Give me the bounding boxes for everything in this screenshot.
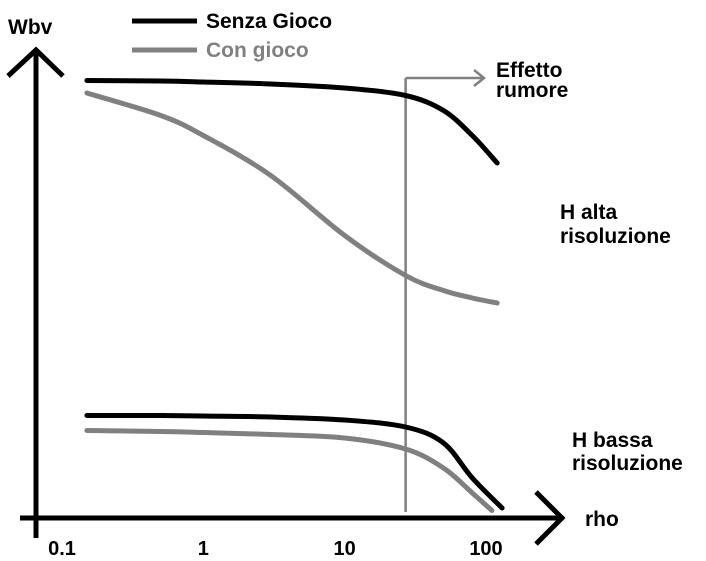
x-tick-labels: 0.1 1 10 100 [48, 538, 503, 560]
legend-label-con-gioco: Con gioco [206, 39, 309, 62]
series-layer [84, 78, 505, 513]
noise-marker: Effetto rumore [404, 59, 568, 512]
x-tick-label: 100 [469, 538, 502, 560]
axes: Wbv rho [6, 16, 619, 546]
high-res-label-line-2: risoluzione [560, 225, 671, 248]
legend: Senza Gioco Con gioco [132, 10, 332, 62]
series-line-h-alta-risoluzione-senza-gioco [84, 78, 500, 166]
x-tick-label: 10 [334, 538, 356, 560]
noise-label-line-2: rumore [496, 79, 568, 102]
low-res-label-line-1: H bassa [572, 429, 653, 452]
y-axis-label: Wbv [8, 16, 53, 39]
x-tick-label: 1 [198, 538, 209, 560]
noise-label-line-1: Effetto [496, 59, 563, 82]
low-res-label: H bassa risoluzione [572, 429, 683, 475]
series-line-h-alta-risoluzione-con-gioco [84, 90, 500, 306]
high-res-label-line-1: H alta [560, 201, 618, 224]
x-tick-label: 0.1 [48, 538, 76, 560]
x-axis-arrow [534, 490, 566, 546]
series-line-h-bassa-risoluzione-con-gioco [84, 428, 495, 513]
noise-arrow-head [473, 69, 487, 87]
noise-label: Effetto rumore [496, 59, 568, 102]
low-res-label-line-2: risoluzione [572, 452, 683, 475]
high-res-label: H alta risoluzione [560, 201, 671, 248]
series-line-h-bassa-risoluzione-senza-gioco [84, 412, 505, 511]
y-axis-arrow [6, 46, 65, 78]
x-axis-label: rho [585, 508, 619, 531]
legend-label-senza-gioco: Senza Gioco [206, 10, 332, 33]
